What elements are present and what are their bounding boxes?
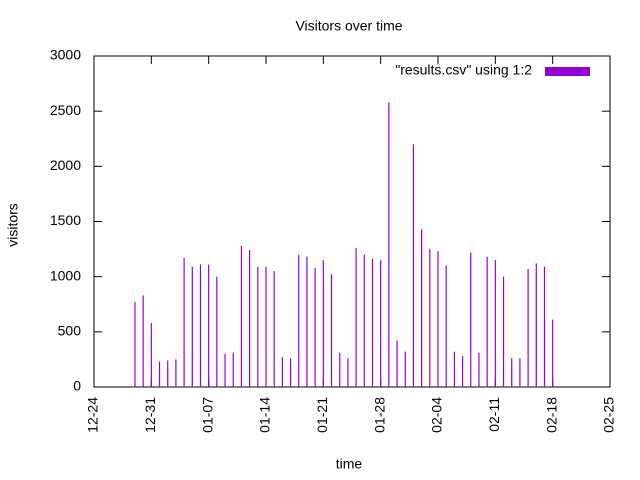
y-axis-label: visitors: [5, 203, 21, 247]
x-tick-label: 12-24: [85, 397, 101, 433]
x-tick-label: 01-21: [314, 397, 330, 433]
y-tick-label: 2000: [50, 157, 81, 173]
chart-title: Visitors over time: [295, 18, 402, 34]
x-tick-label: 02-11: [486, 397, 502, 432]
legend-label: "results.csv" using 1:2: [395, 62, 532, 78]
x-tick-label: 12-31: [142, 397, 158, 433]
y-tick-label: 3000: [50, 47, 81, 63]
x-tick-label: 01-28: [371, 397, 387, 433]
y-tick-label: 500: [58, 323, 82, 339]
y-tick-label: 2500: [50, 102, 81, 118]
y-tick-label: 1000: [50, 267, 81, 283]
x-tick-label: 01-14: [257, 397, 273, 433]
x-tick-label: 02-04: [429, 397, 445, 433]
x-axis-label: time: [336, 456, 363, 472]
x-tick-label: 02-18: [543, 397, 559, 433]
x-tick-label: 01-07: [199, 397, 215, 433]
x-tick-label: 02-25: [601, 397, 617, 433]
y-tick-label: 1500: [50, 212, 81, 228]
legend-swatch: [545, 67, 590, 76]
y-tick-label: 0: [73, 378, 81, 394]
